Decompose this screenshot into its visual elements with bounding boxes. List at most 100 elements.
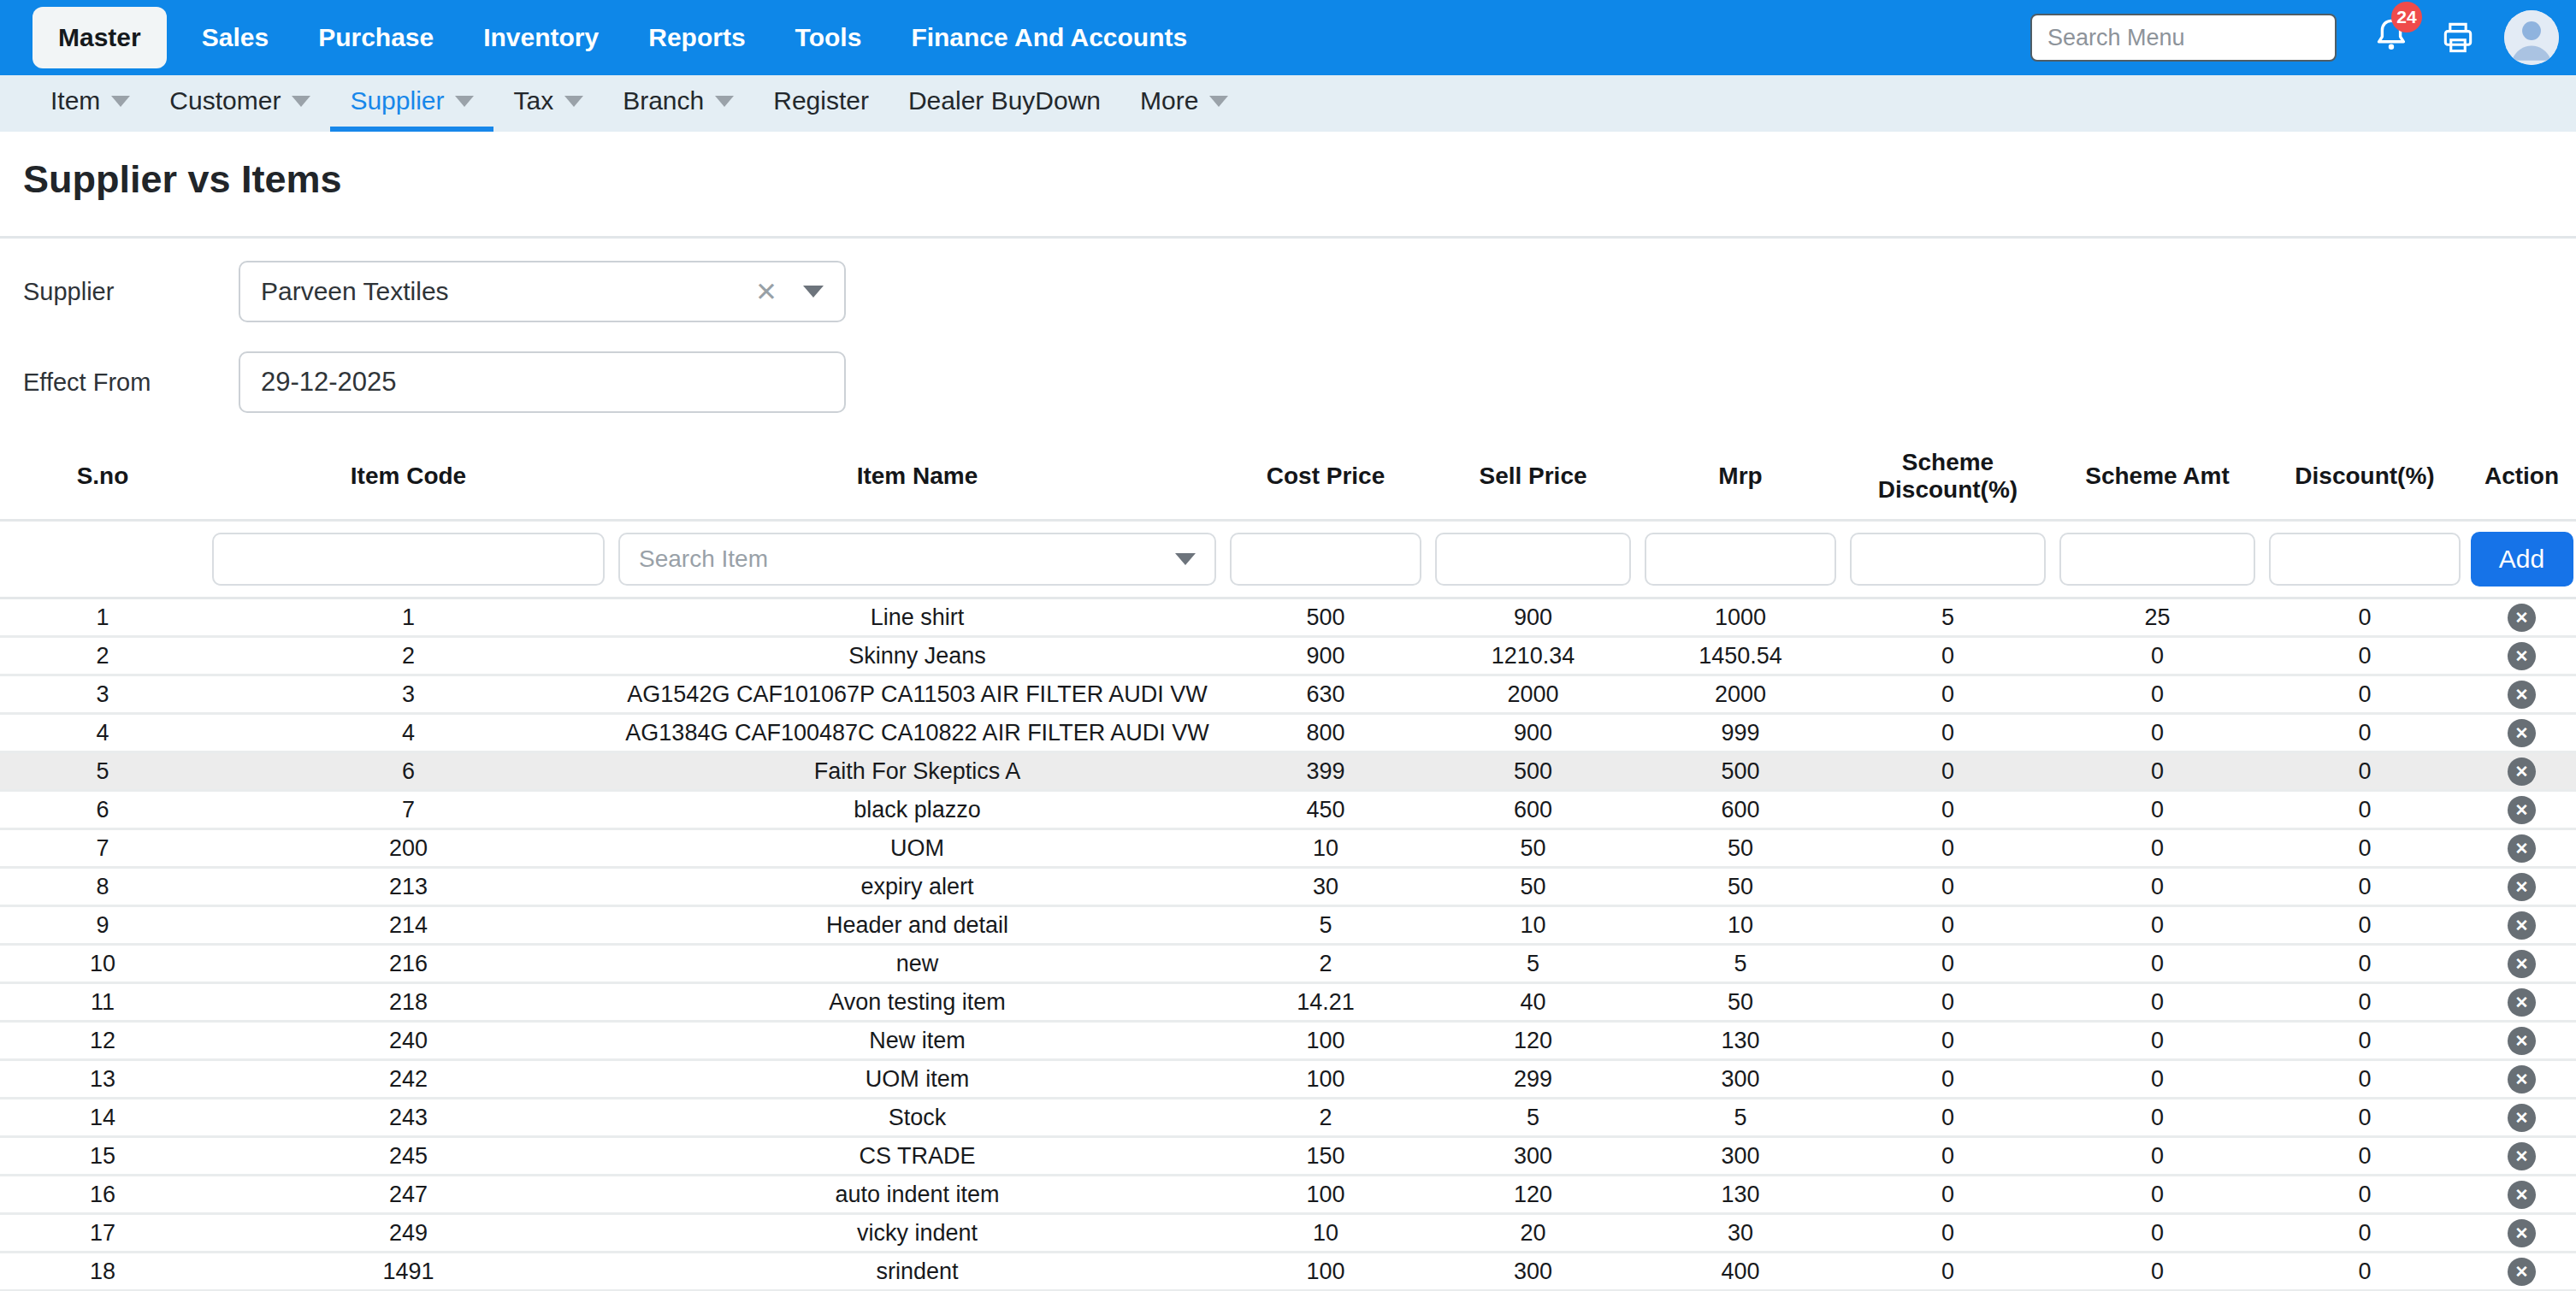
cell: 1: [0, 598, 205, 637]
col-discount: Discount(%): [2262, 442, 2467, 521]
cell: 7: [205, 791, 612, 829]
remove-row-icon[interactable]: ✕: [2508, 873, 2536, 901]
cell: srindent: [612, 1253, 1223, 1291]
filter-mrp-input[interactable]: [1645, 533, 1836, 586]
filter-scheme-amt-input[interactable]: [2059, 533, 2255, 586]
cell: 0: [1843, 1214, 2053, 1253]
subnav-tax[interactable]: Tax: [493, 75, 603, 132]
effect-from-label: Effect From: [23, 368, 239, 397]
remove-row-icon[interactable]: ✕: [2508, 1181, 2536, 1209]
cell: 300: [1638, 1137, 1843, 1176]
cell: 218: [205, 983, 612, 1022]
supplier-form-row: Supplier Parveen Textiles ✕: [23, 261, 2576, 322]
cell: 0: [1843, 1176, 2053, 1214]
cell: 214: [205, 906, 612, 945]
cell: 0: [1843, 868, 2053, 906]
remove-row-icon[interactable]: ✕: [2508, 796, 2536, 824]
remove-row-icon[interactable]: ✕: [2508, 1065, 2536, 1094]
cell: 5: [1223, 906, 1428, 945]
cell: 2: [1223, 1099, 1428, 1137]
filter-sell-price-input[interactable]: [1435, 533, 1631, 586]
search-item-select[interactable]: Search Item: [618, 533, 1216, 586]
action-cell: ✕: [2467, 945, 2576, 983]
effect-from-input[interactable]: [239, 351, 846, 413]
cell: 0: [2262, 906, 2467, 945]
nav-inventory[interactable]: Inventory: [458, 0, 623, 75]
col-scheme-amt: Scheme Amt: [2053, 442, 2262, 521]
nav-finance-and-accounts[interactable]: Finance And Accounts: [886, 0, 1212, 75]
subnav-supplier[interactable]: Supplier: [330, 75, 493, 132]
cell: 1: [205, 598, 612, 637]
subnav-more-label: More: [1140, 86, 1198, 115]
menu-search-box: [2030, 14, 2337, 62]
table-row: 11218Avon testing item14.214050000✕: [0, 983, 2576, 1022]
remove-row-icon[interactable]: ✕: [2508, 834, 2536, 863]
subnav-customer[interactable]: Customer: [150, 75, 330, 132]
cell: 5: [1428, 1099, 1638, 1137]
cell: 10: [1428, 906, 1638, 945]
cell: 30: [1638, 1214, 1843, 1253]
cell: 120: [1428, 1022, 1638, 1060]
cell: 0: [2262, 829, 2467, 868]
table-row: 12240New item100120130000✕: [0, 1022, 2576, 1060]
filter-item-code-input[interactable]: [212, 533, 605, 586]
printer-icon[interactable]: [2439, 19, 2477, 56]
supplier-select[interactable]: Parveen Textiles ✕: [239, 261, 846, 322]
remove-row-icon[interactable]: ✕: [2508, 604, 2536, 632]
chevron-down-icon: [715, 96, 734, 107]
cell: 400: [1638, 1253, 1843, 1291]
search-menu-input[interactable]: [2032, 15, 2335, 60]
remove-row-icon[interactable]: ✕: [2508, 1258, 2536, 1286]
subnav-branch[interactable]: Branch: [603, 75, 753, 132]
subnav-register[interactable]: Register: [753, 75, 889, 132]
action-cell: ✕: [2467, 675, 2576, 714]
clear-icon[interactable]: ✕: [755, 276, 777, 308]
cell: 300: [1638, 1060, 1843, 1099]
remove-row-icon[interactable]: ✕: [2508, 719, 2536, 747]
nav-reports[interactable]: Reports: [623, 0, 770, 75]
remove-row-icon[interactable]: ✕: [2508, 681, 2536, 709]
cell: Header and detail: [612, 906, 1223, 945]
subnav-more[interactable]: More: [1120, 75, 1248, 132]
cell: 0: [1843, 906, 2053, 945]
add-button[interactable]: Add: [2471, 532, 2573, 587]
remove-row-icon[interactable]: ✕: [2508, 1142, 2536, 1170]
remove-row-icon[interactable]: ✕: [2508, 1219, 2536, 1247]
cell: 0: [2053, 906, 2262, 945]
cell: auto indent item: [612, 1176, 1223, 1214]
action-cell: ✕: [2467, 714, 2576, 752]
nav-purchase[interactable]: Purchase: [293, 0, 458, 75]
remove-row-icon[interactable]: ✕: [2508, 758, 2536, 786]
col-mrp: Mrp: [1638, 442, 1843, 521]
remove-row-icon[interactable]: ✕: [2508, 1104, 2536, 1132]
action-cell: ✕: [2467, 1253, 2576, 1291]
filter-scheme-discount-input[interactable]: [1850, 533, 2046, 586]
cell: 0: [2262, 945, 2467, 983]
remove-row-icon[interactable]: ✕: [2508, 911, 2536, 940]
filter-discount-input[interactable]: [2269, 533, 2461, 586]
cell: 50: [1428, 868, 1638, 906]
user-avatar[interactable]: [2504, 10, 2559, 65]
remove-row-icon[interactable]: ✕: [2508, 1027, 2536, 1055]
cell: 5: [0, 752, 205, 791]
nav-master[interactable]: Master: [32, 7, 167, 68]
cell: 15: [0, 1137, 205, 1176]
nav-sales[interactable]: Sales: [177, 0, 293, 75]
filter-cost-price-input[interactable]: [1230, 533, 1421, 586]
cell: 100: [1223, 1060, 1428, 1099]
cell: 2: [1223, 945, 1428, 983]
subnav-dealer-buydown[interactable]: Dealer BuyDown: [889, 75, 1120, 132]
table-row: 44AG1384G CAF100487C CA10822 AIR FILTER …: [0, 714, 2576, 752]
cell: expiry alert: [612, 868, 1223, 906]
subnav-item[interactable]: Item: [31, 75, 150, 132]
nav-tools[interactable]: Tools: [771, 0, 887, 75]
subnav-dealer-buydown-label: Dealer BuyDown: [908, 86, 1101, 115]
cell: 7: [0, 829, 205, 868]
cell: 600: [1428, 791, 1638, 829]
remove-row-icon[interactable]: ✕: [2508, 642, 2536, 670]
remove-row-icon[interactable]: ✕: [2508, 988, 2536, 1017]
cell: 0: [1843, 1022, 2053, 1060]
remove-row-icon[interactable]: ✕: [2508, 950, 2536, 978]
notifications-button[interactable]: 24: [2371, 15, 2412, 60]
col-cost-price: Cost Price: [1223, 442, 1428, 521]
